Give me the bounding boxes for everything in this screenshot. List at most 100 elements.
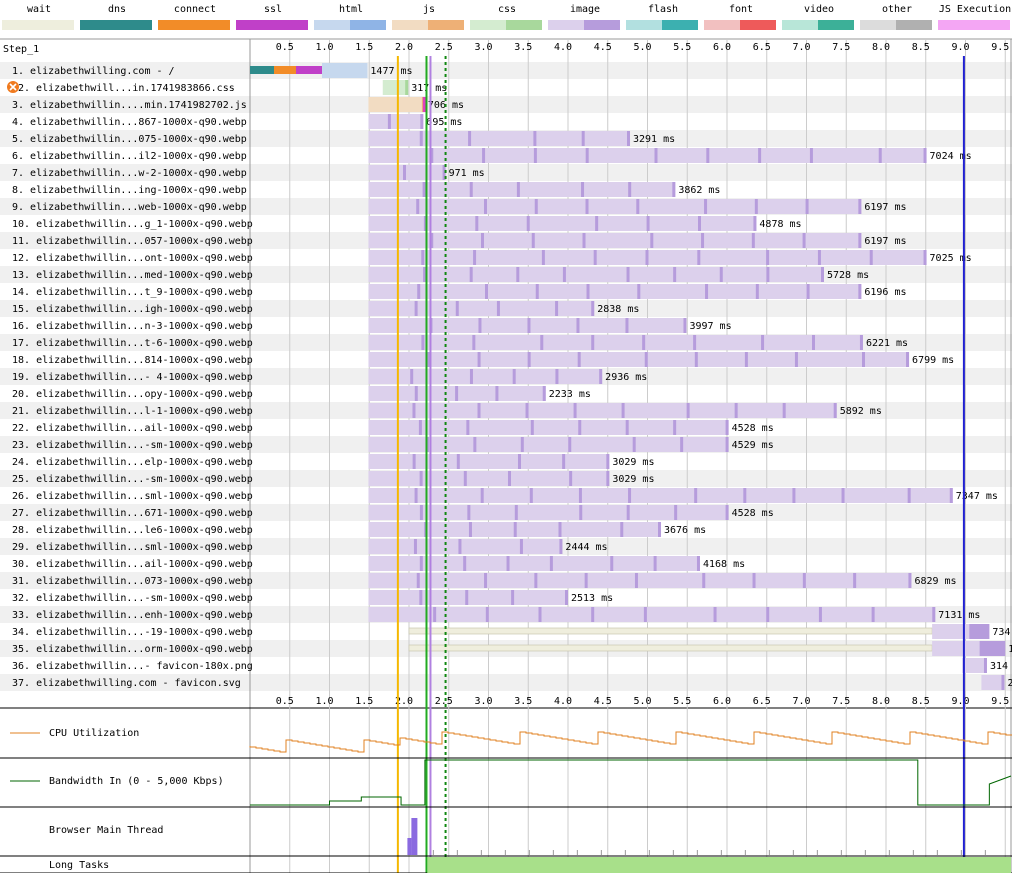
request-label: 22. elizabethwillin...ail-1000x-q90.webp xyxy=(12,423,253,434)
download-chunk xyxy=(419,556,423,571)
download-chunk xyxy=(812,335,816,350)
download-chunk xyxy=(702,573,706,588)
download-chunk xyxy=(387,114,391,129)
download-chunk xyxy=(495,386,499,401)
legend: wait dns connect ssl html js css image flash font… xyxy=(2,4,1011,30)
download-chunk-end xyxy=(606,471,610,486)
x-tick-top: 3.5 xyxy=(514,42,532,53)
download-chunk xyxy=(636,199,640,214)
download-chunk xyxy=(573,403,577,418)
download-chunk xyxy=(595,216,599,231)
js-execution xyxy=(422,97,426,112)
legend-swatch-dark xyxy=(428,20,464,30)
request-bar xyxy=(368,301,595,316)
x-tick-top: 7.5 xyxy=(832,42,850,53)
download-chunk-end xyxy=(627,131,631,146)
download-chunk xyxy=(752,573,756,588)
request-label: 14. elizabethwillin...t_9-1000x-q90.webp xyxy=(12,287,253,298)
download-chunk xyxy=(469,369,473,384)
x-tick-bottom: 1.0 xyxy=(315,696,333,707)
download-chunk xyxy=(761,335,765,350)
download-chunk xyxy=(516,267,520,282)
main-thread-tick xyxy=(672,850,674,855)
download-chunk xyxy=(534,199,538,214)
download-chunk xyxy=(584,573,588,588)
download-chunk xyxy=(841,488,845,503)
download-chunk xyxy=(645,250,649,265)
download-chunk xyxy=(455,301,459,316)
main-thread-tick xyxy=(504,850,506,855)
download-chunk xyxy=(469,267,473,282)
x-axis-ticks: 0.5 0.5 1.0 1.0 1.5 1.5 2.0 2.0 2.5 2.5 3.0 3.0 3.5 3… xyxy=(276,42,1010,707)
download-chunk xyxy=(628,488,632,503)
download-chunk xyxy=(744,352,748,367)
request-label: 12. elizabethwillin...ont-1000x-q90.webp xyxy=(12,253,253,264)
request-label: 37. elizabethwilling.com - favicon.svg xyxy=(12,678,241,689)
request-label: 28. elizabethwillin...le6-1000x-q90.webp xyxy=(12,525,253,536)
download-chunk xyxy=(581,131,585,146)
download-chunk xyxy=(421,250,425,265)
download-chunk xyxy=(646,216,650,231)
download-chunk-end xyxy=(725,420,729,435)
download-chunk xyxy=(430,233,434,248)
download-chunk-end xyxy=(906,352,910,367)
download-chunk xyxy=(579,505,583,520)
download-chunk xyxy=(555,369,559,384)
request-bar xyxy=(368,131,631,146)
x-tick-bottom: 6.5 xyxy=(753,696,771,707)
download-chunk xyxy=(644,352,648,367)
duration-label: 6799 ms xyxy=(912,355,954,366)
main-thread-tick xyxy=(720,850,722,855)
download-chunk xyxy=(516,182,520,197)
duration-label: 971 ms xyxy=(449,168,485,179)
request-bar xyxy=(368,488,953,503)
request-label: 3. elizabethwillin....min.1741982702.js xyxy=(12,100,247,111)
duration-label: 4528 ms xyxy=(732,423,774,434)
download-chunk xyxy=(517,454,521,469)
dns-segment xyxy=(250,66,274,74)
download-chunk xyxy=(568,437,572,452)
legend-swatch-light xyxy=(314,20,350,30)
legend-swatch-dark xyxy=(662,20,698,30)
download-chunk xyxy=(463,556,467,571)
request-bar-download xyxy=(969,624,990,639)
download-chunk xyxy=(674,505,678,520)
request-label: 20. elizabethwillin...opy-1000x-q90.webp xyxy=(12,389,253,400)
x-tick-top: 4.5 xyxy=(594,42,612,53)
x-tick-bottom: 2.0 xyxy=(395,696,413,707)
x-tick-top: 4.0 xyxy=(554,42,572,53)
download-chunk xyxy=(694,488,698,503)
legend-swatch-dark xyxy=(584,20,620,30)
download-chunk xyxy=(755,284,759,299)
legend-swatch-dark xyxy=(506,20,542,30)
download-chunk xyxy=(527,318,531,333)
request-label: 4. elizabethwillin...867-1000x-q90.webp xyxy=(12,117,247,128)
x-tick-bottom: 5.5 xyxy=(673,696,691,707)
request-bar xyxy=(368,471,610,486)
x-tick-bottom: 2.5 xyxy=(435,696,453,707)
download-chunk xyxy=(535,284,539,299)
x-tick-bottom: 7.0 xyxy=(792,696,810,707)
duration-label: 3029 ms xyxy=(612,474,654,485)
request-label: 32. elizabethwillin...-sm-1000x-q90.webp xyxy=(12,593,253,604)
download-chunk xyxy=(465,590,469,605)
download-chunk xyxy=(818,607,822,622)
legend-swatch-dark xyxy=(350,20,386,30)
request-label: 29. elizabethwillin...sml-1000x-q90.webp xyxy=(12,542,253,553)
main-thread-tick xyxy=(480,850,482,855)
legend-swatch-light xyxy=(392,20,428,30)
download-chunk-end xyxy=(858,233,862,248)
download-chunk xyxy=(541,250,545,265)
main-thread-tick xyxy=(816,850,818,855)
request-label: 27. elizabethwillin...671-1000x-q90.webp xyxy=(12,508,253,519)
download-chunk xyxy=(414,488,418,503)
metric-panels: CPU Utilization Bandwidth In (0 - 5,000 K… xyxy=(0,728,1012,873)
legend-label-js-execution: JS Execution xyxy=(939,4,1011,15)
request-label: 23. elizabethwillin...-sm-1000x-q90.webp xyxy=(12,440,253,451)
download-chunk xyxy=(802,233,806,248)
x-tick-bottom: 3.0 xyxy=(474,696,492,707)
download-chunk xyxy=(414,301,418,316)
download-chunk xyxy=(467,505,471,520)
x-tick-top: 7.0 xyxy=(792,42,810,53)
request-bar-download xyxy=(979,641,1006,656)
